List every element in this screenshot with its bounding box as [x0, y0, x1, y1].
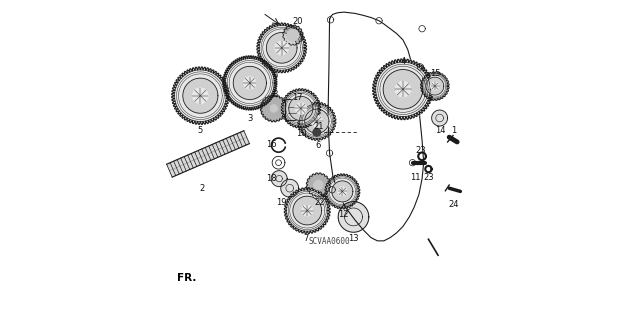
Polygon shape [281, 89, 321, 128]
Polygon shape [183, 78, 218, 113]
Polygon shape [372, 59, 433, 120]
Text: 20: 20 [292, 17, 303, 26]
Text: 9: 9 [272, 72, 277, 81]
Polygon shape [270, 105, 278, 112]
Polygon shape [431, 82, 439, 90]
Polygon shape [283, 25, 303, 45]
Polygon shape [420, 72, 449, 100]
Text: 5: 5 [198, 126, 203, 135]
Text: 7: 7 [303, 234, 308, 243]
Text: SCVAA0600: SCVAA0600 [308, 237, 350, 246]
Text: 2: 2 [199, 184, 205, 193]
Polygon shape [383, 70, 422, 109]
Polygon shape [431, 110, 447, 126]
Polygon shape [166, 131, 250, 177]
Text: 19: 19 [276, 198, 287, 207]
Text: 21: 21 [313, 122, 324, 131]
Polygon shape [287, 29, 299, 41]
FancyBboxPatch shape [285, 100, 300, 121]
Text: 17: 17 [292, 93, 303, 102]
Polygon shape [325, 174, 360, 209]
Text: 16: 16 [266, 140, 277, 149]
Text: 13: 13 [349, 234, 359, 243]
Polygon shape [337, 187, 347, 196]
Polygon shape [307, 173, 330, 197]
Polygon shape [257, 23, 307, 73]
Polygon shape [332, 181, 353, 202]
Polygon shape [193, 88, 209, 104]
Polygon shape [260, 95, 287, 122]
Polygon shape [233, 66, 266, 100]
Text: 4: 4 [400, 57, 406, 66]
Polygon shape [243, 77, 256, 89]
Circle shape [313, 129, 321, 136]
Polygon shape [305, 109, 329, 133]
Polygon shape [289, 96, 313, 121]
Text: 12: 12 [338, 210, 348, 219]
Polygon shape [338, 202, 369, 232]
Polygon shape [284, 188, 330, 234]
Polygon shape [426, 77, 444, 95]
Polygon shape [223, 56, 277, 110]
Text: 3: 3 [247, 114, 253, 122]
Polygon shape [311, 115, 323, 127]
Polygon shape [271, 171, 287, 187]
Text: 22: 22 [314, 198, 324, 207]
Polygon shape [395, 81, 411, 97]
Text: 6: 6 [316, 141, 321, 150]
Polygon shape [281, 179, 299, 197]
Text: 10: 10 [296, 130, 306, 138]
Text: 23: 23 [423, 173, 434, 182]
Text: 15: 15 [430, 69, 441, 78]
Text: 23: 23 [415, 146, 426, 155]
Text: 18: 18 [266, 174, 276, 183]
Text: 24: 24 [449, 200, 460, 209]
Text: 14: 14 [435, 126, 445, 135]
Text: FR.: FR. [177, 272, 196, 283]
Text: 1: 1 [451, 126, 456, 135]
Polygon shape [295, 103, 307, 114]
Polygon shape [293, 196, 321, 225]
Text: 11: 11 [410, 173, 421, 182]
Polygon shape [266, 33, 297, 63]
Polygon shape [275, 41, 289, 55]
Polygon shape [172, 67, 229, 124]
Polygon shape [298, 102, 336, 140]
Polygon shape [301, 205, 313, 216]
Text: 8: 8 [272, 90, 277, 99]
Polygon shape [314, 180, 323, 190]
